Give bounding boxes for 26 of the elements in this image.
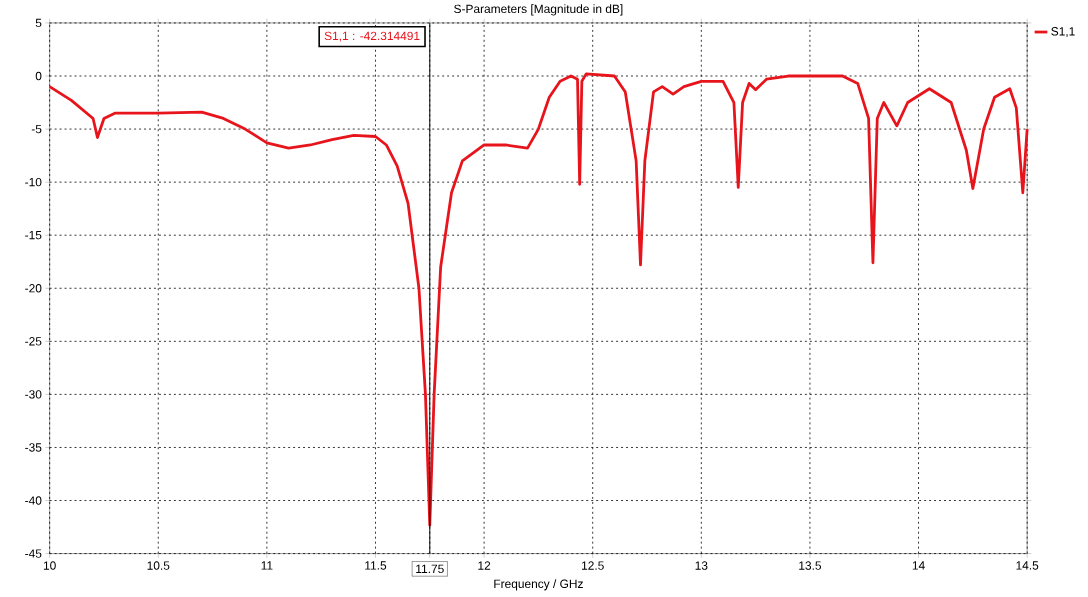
y-tick-label: -30 [25,389,42,399]
y-tick-label: -15 [25,230,42,240]
y-tick-label: -25 [25,336,42,346]
y-tick-label: -10 [25,177,42,187]
chart-title: S-Parameters [Magnitude in dB] [454,4,623,16]
x-tick-label: 10.5 [147,561,170,570]
y-tick-label: -20 [25,283,42,293]
x-tick-label: 13.5 [799,561,822,570]
x-tick-label: 13 [695,561,708,570]
x-tick-label: 11.5 [365,561,387,570]
x-tick-label: 14.5 [1016,561,1039,570]
x-tick-label: 11.75 [416,564,444,573]
x-tick-label: 12.5 [582,561,604,570]
x-tick-label: 10 [43,561,56,570]
x-tick-label: 14 [912,561,925,570]
y-tick-label: -5 [31,124,42,133]
x-tick-label: 11 [261,561,273,570]
x-axis-title: Frequency / GHz [494,579,583,591]
y-tick-label: -45 [25,549,42,558]
x-tick-label: 12 [478,561,491,570]
y-tick-label: -40 [25,496,42,505]
y-tick-label: -35 [25,443,42,452]
y-tick-label: 0 [35,71,42,80]
legend-label: S1,1 [1051,26,1075,37]
annotation: S1,1 : -42.314491 [324,31,420,42]
y-tick-label: 5 [35,18,42,27]
